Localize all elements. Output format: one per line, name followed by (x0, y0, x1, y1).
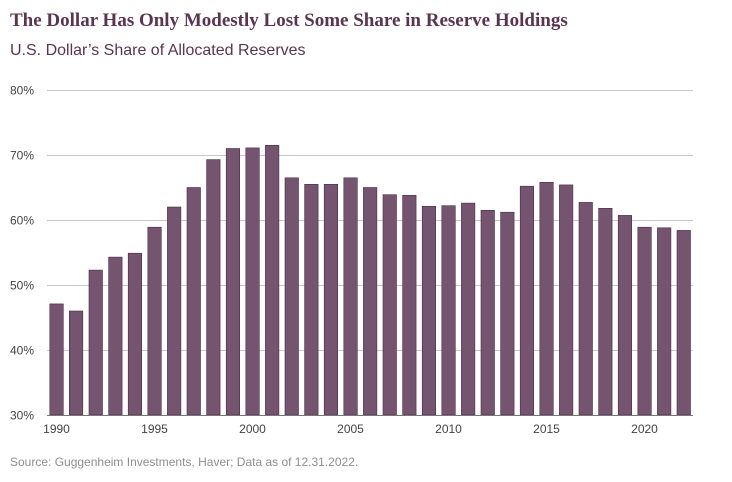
bar (127, 252, 142, 416)
x-tick-label: 1990 (43, 422, 70, 436)
bar (402, 195, 417, 416)
bar (147, 226, 162, 416)
bar (49, 303, 64, 416)
bar (206, 159, 221, 416)
bar (363, 187, 378, 416)
bar (441, 205, 456, 416)
x-tick-label: 2000 (239, 422, 266, 436)
x-tick-label: 2015 (533, 422, 560, 436)
bar (598, 208, 613, 416)
bar (284, 177, 299, 416)
chart-subtitle: U.S. Dollar’s Share of Allocated Reserve… (10, 42, 306, 59)
x-tick-label: 1995 (141, 422, 168, 436)
bar (539, 182, 554, 416)
bar (343, 177, 358, 416)
y-tick-label: 70% (10, 149, 34, 163)
bar (676, 230, 691, 416)
bar (421, 206, 437, 416)
bar (578, 202, 593, 416)
bar (225, 148, 240, 416)
bar (461, 202, 476, 416)
bar (617, 215, 633, 416)
chart-title: The Dollar Has Only Modestly Lost Some S… (10, 10, 568, 31)
y-tick-label: 80% (10, 84, 34, 98)
bar (500, 211, 515, 416)
bar (323, 184, 339, 416)
bar (637, 226, 652, 416)
bar (304, 184, 319, 416)
x-tick-label: 2005 (337, 422, 364, 436)
bar (480, 210, 495, 416)
bar (88, 269, 103, 416)
y-tick-label: 40% (10, 344, 34, 358)
x-tick-label: 2010 (435, 422, 462, 436)
source-note: Source: Guggenheim Investments, Haver; D… (10, 455, 359, 469)
bar (245, 147, 260, 416)
bar (108, 256, 123, 416)
bar (657, 227, 672, 416)
bar (382, 194, 397, 416)
bar (559, 184, 574, 416)
bar (167, 206, 182, 416)
y-tick-label: 30% (10, 409, 34, 423)
bar (265, 145, 280, 416)
bar (519, 185, 535, 416)
y-tick-label: 50% (10, 279, 34, 293)
bar (186, 187, 201, 416)
x-tick-label: 2020 (631, 422, 658, 436)
bar (69, 310, 84, 416)
y-tick-label: 60% (10, 214, 34, 228)
